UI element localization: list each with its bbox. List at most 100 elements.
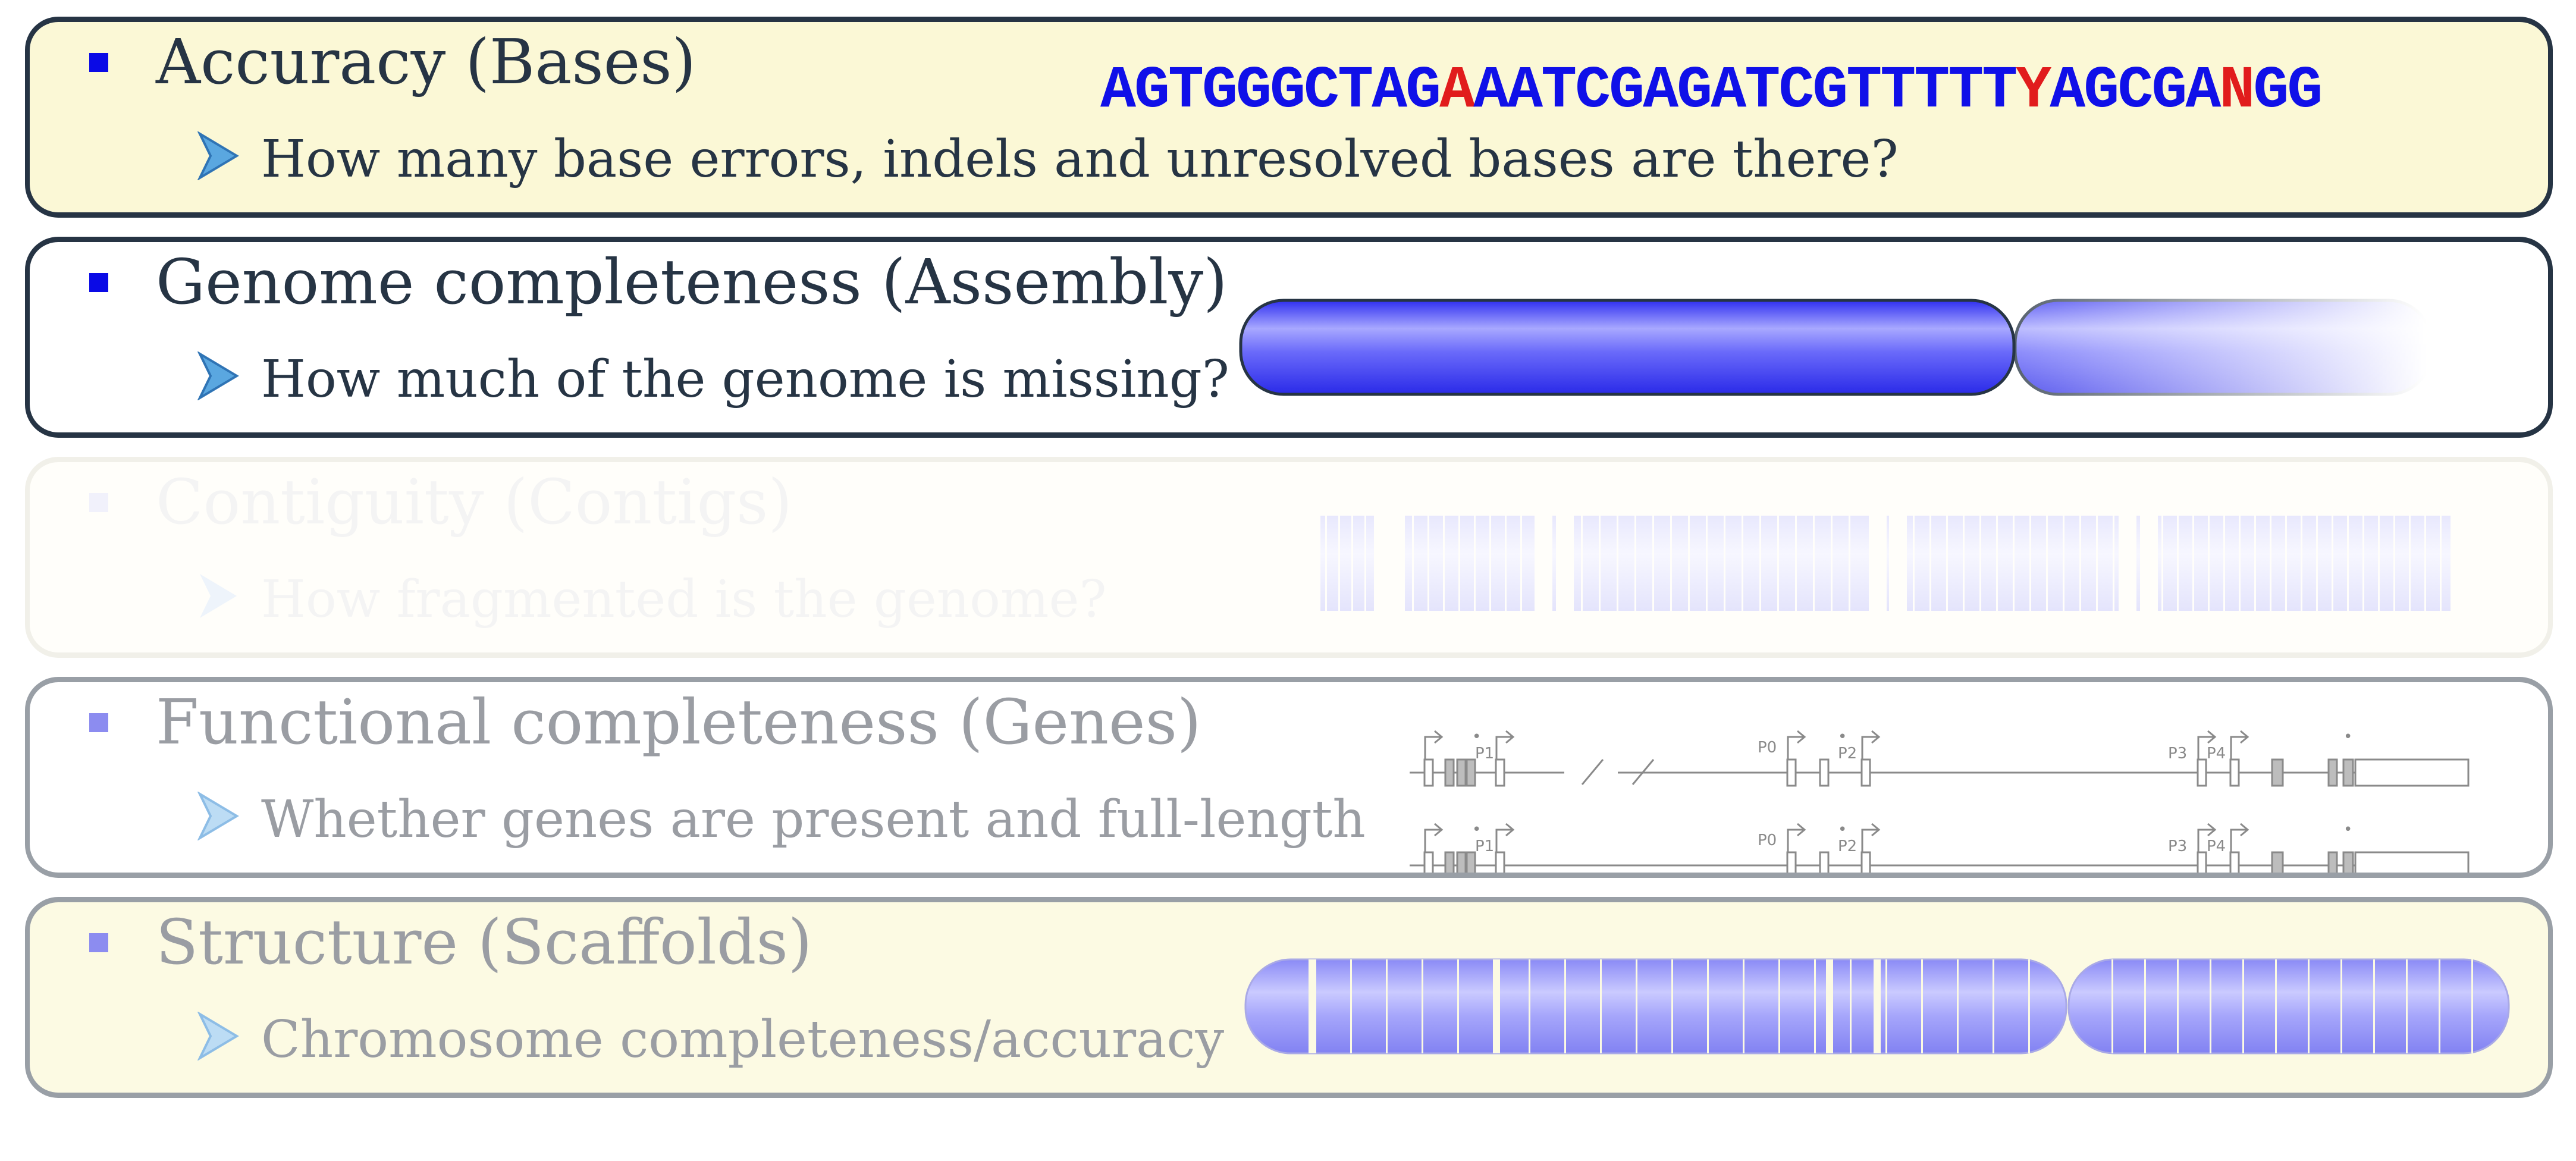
gap-stripe [2013,516,2015,611]
gap-stripe [2378,516,2380,611]
promoter-label: P4 [2207,837,2226,855]
gap-stripe [1706,516,1708,611]
scaffold-arm-left [1244,958,2067,1055]
gap-stripe [1993,959,1994,1053]
panel-title: Genome completeness (Assembly) [156,246,1228,318]
gap-stripe [2029,516,2031,611]
arrowhead-bullet-icon [197,1012,239,1060]
gap-stripe [2471,959,2473,1053]
gap-stripe [1778,959,1780,1053]
contig-fragments-diagram [1320,516,2451,611]
gap-stripe [2308,959,2310,1053]
gap-stripe [1850,959,1852,1053]
gap-stripe [2406,959,2408,1053]
gap-stripe [2316,516,2318,611]
gap-stripe [2242,959,2244,1053]
gap-stripe [1979,516,1981,611]
promoter-label: P2 [1838,745,1857,763]
gap-stripe [1457,959,1459,1053]
square-bullet-icon [89,933,108,952]
scaffold-chromosome-diagram [1244,958,2510,1055]
chromosome-arm-left [1239,299,2016,396]
panel-question: Whether genes are present and full-lengt… [261,790,1366,849]
gap-stripe [2340,959,2342,1053]
gap-stripe [2373,959,2375,1053]
promoter-label: P2 [1838,837,1857,855]
gap-stripe [1427,516,1429,611]
seq-segment: AGCGA [2050,58,2221,125]
chromosome-arm-right [2013,299,2427,396]
gap-stripe [2063,516,2064,611]
panel-question: Chromosome completeness/accuracy [261,1010,1225,1069]
gap-stripe [2409,516,2411,611]
gap-stripe [1634,516,1636,611]
gap-stripe [1617,516,1618,611]
seq-segment: AATCGAGATCGTTTTT [1473,58,2017,125]
gap-stripe [2347,516,2349,611]
gap-stripe [1814,959,1816,1053]
gap-stripe [1443,516,1445,611]
gap-stripe [1422,959,1423,1053]
gap-stripe [1889,516,1907,611]
panel-title: Accuracy (Bases) [156,26,696,98]
gap-stripe [2177,959,2179,1053]
gap-stripe [2301,516,2302,611]
promoter-label: P0 [1758,739,1777,757]
gap-stripe [2440,516,2442,611]
gap-stripe [1636,959,1637,1053]
gene-model-row: • • • P1 P0 P2 P3 P4 [1410,728,2470,787]
promoter-label: P1 [1475,745,1494,763]
gap-stripe [1493,959,1500,1053]
seq-error-base: N [2219,58,2255,125]
panel-genome-completeness: Genome completeness (Assembly) How much … [25,237,2553,438]
panel-title: Structure (Scaffolds) [156,906,812,978]
gap-stripe [1759,516,1761,611]
gap-stripe [1913,516,1915,611]
panel-title: Functional completeness (Genes) [156,686,1201,758]
gap-stripe [1309,959,1316,1053]
gap-stripe [1849,516,1850,611]
gap-stripe [1929,516,1931,611]
dna-sequence: AGTGGGCTAGAAATCGAGATCGTTTTTYAGCGANGG [1100,58,2323,125]
gap-stripe [1885,959,1887,1053]
gap-stripe [2285,516,2287,611]
square-bullet-icon [89,493,108,512]
gap-stripe [1874,959,1881,1053]
gap-stripe [1743,959,1744,1053]
gap-stripe [2046,516,2048,611]
gap-stripe [1795,516,1797,611]
gap-stripe [1869,516,1887,611]
arrowhead-bullet-icon [197,131,239,180]
promoter-label: P1 [1475,837,1494,855]
gap-stripe [2223,516,2225,611]
gap-stripe [2111,959,2113,1053]
gap-stripe [2192,516,2194,611]
gap-stripe [1831,516,1833,611]
gap-stripe [1505,516,1507,611]
promoter-label: P3 [2168,745,2187,763]
gap-stripe [2362,516,2364,611]
gap-stripe [1652,516,1654,611]
seq-segment: GG [2253,58,2323,125]
panel-accuracy: Accuracy (Bases) How many base errors, i… [25,17,2553,218]
gap-stripe [1338,516,1340,611]
gap-stripe [2177,516,2179,611]
gap-stripe [1350,959,1352,1053]
gap-stripe [1670,516,1672,611]
gap-stripe [1777,516,1779,611]
panel-structure: Structure (Scaffolds) Chromosome complet… [25,897,2553,1098]
promoter-label: P3 [2168,837,2187,855]
panel-question: How much of the genome is missing? [261,350,1229,409]
gap-stripe [1387,516,1405,611]
square-bullet-icon [89,713,108,732]
panel-question: How many base errors, indels and unresol… [261,130,1899,189]
gap-stripe [1474,516,1476,611]
gap-stripe [2393,516,2395,611]
gap-stripe [1742,516,1743,611]
svg-text:•: • [1838,821,1847,839]
svg-text:•: • [2343,821,2352,839]
gap-stripe [2332,516,2333,611]
gap-stripe [2096,516,2098,611]
arrowhead-bullet-icon [197,792,239,840]
gene-structure-diagram: • • • P1 P0 P2 P3 P4 [1410,728,2470,873]
